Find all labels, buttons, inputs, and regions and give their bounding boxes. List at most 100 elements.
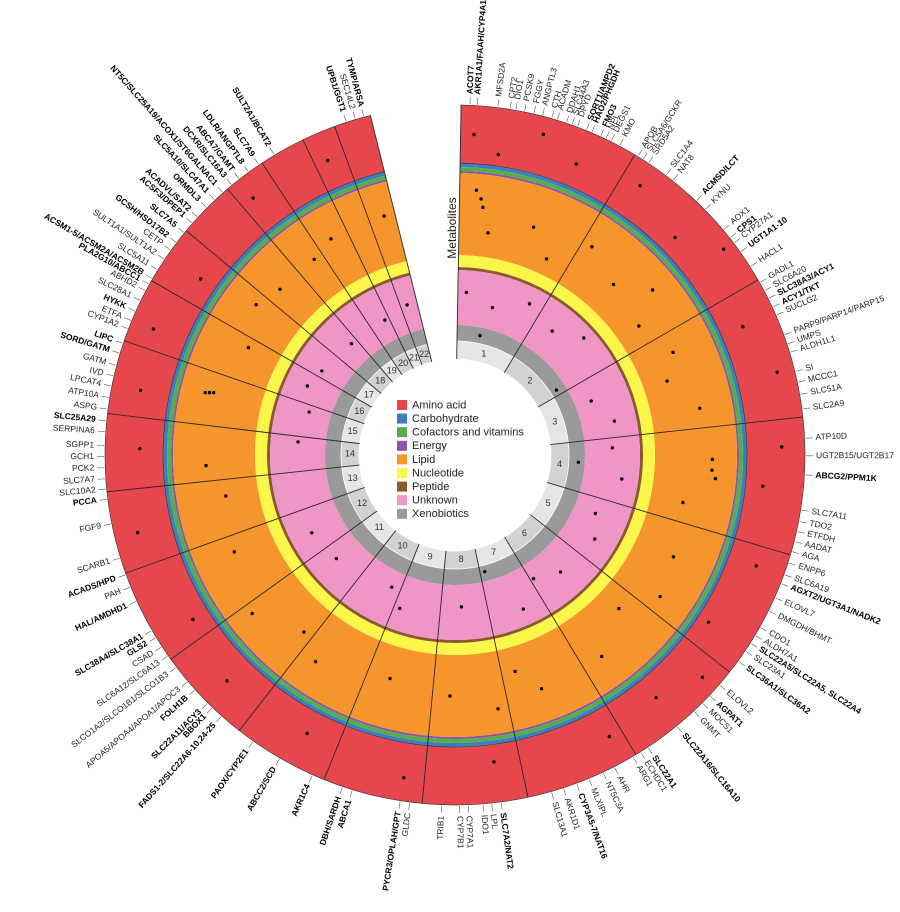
data-point [611, 446, 614, 449]
data-point [491, 306, 494, 309]
gene-label: SERPINA6 [53, 423, 96, 436]
data-point [559, 570, 562, 573]
leader-line [227, 179, 231, 184]
leader-line [791, 350, 798, 352]
leader-line [146, 275, 152, 279]
leader-line [734, 238, 740, 242]
leader-line [782, 584, 789, 587]
leader-line [344, 115, 346, 122]
data-point [405, 303, 408, 306]
data-point [208, 391, 211, 394]
data-point [665, 379, 668, 382]
chromosome-label: 13 [348, 473, 358, 483]
gene-label: PCCA [72, 495, 97, 508]
gene-label: FGF9 [79, 520, 103, 534]
ring-segment [270, 433, 326, 474]
leader-line [577, 784, 579, 791]
leader-line [100, 408, 107, 409]
chromosome-label: 14 [345, 449, 355, 459]
gene-label: AKR1C4 [289, 782, 312, 817]
legend-swatch [397, 468, 407, 478]
leader-line [186, 218, 191, 223]
leader-line [123, 587, 129, 590]
leader-line [543, 108, 545, 115]
leader-line [104, 384, 111, 385]
leader-line [666, 169, 670, 175]
leader-line [769, 295, 775, 298]
leader-line [648, 748, 652, 754]
legend-swatch [397, 454, 407, 464]
data-point [711, 458, 714, 461]
data-point [741, 325, 744, 328]
leader-line [673, 175, 677, 180]
leader-line [751, 643, 757, 647]
leader-line [244, 166, 248, 172]
leader-line [792, 552, 799, 554]
leader-line [641, 753, 645, 759]
gene-label: ABCC2/SCD [245, 765, 278, 813]
leader-line [162, 656, 168, 660]
data-point [620, 477, 623, 480]
data-point [761, 484, 764, 487]
data-point [542, 133, 545, 136]
data-point [320, 369, 323, 372]
leader-line [552, 111, 554, 118]
leader-line [785, 332, 792, 334]
data-point [326, 159, 329, 162]
data-point [671, 351, 674, 354]
leader-line [99, 489, 106, 490]
leader-line [254, 158, 258, 164]
leader-line [697, 195, 702, 200]
ring-segment [173, 422, 256, 485]
axis-title: Metabolites [445, 197, 459, 258]
leader-line [362, 109, 364, 116]
data-point [307, 410, 310, 413]
ring-segment [255, 431, 268, 476]
leader-line [182, 682, 187, 687]
data-point [383, 318, 386, 321]
data-point [225, 679, 228, 682]
ring-segment [105, 414, 165, 492]
data-point [251, 196, 254, 199]
chromosome-label: 6 [522, 528, 527, 538]
chromosome-label: 21 [409, 353, 419, 363]
data-point [382, 214, 385, 217]
data-point [139, 389, 142, 392]
data-point [497, 153, 500, 156]
leader-line [102, 396, 109, 397]
leader-line [189, 690, 194, 695]
data-point [658, 595, 661, 598]
leader-line [773, 304, 779, 307]
data-point [465, 291, 468, 294]
leader-line [567, 116, 569, 123]
leader-line [104, 524, 111, 525]
data-point [475, 189, 478, 192]
data-point [388, 677, 391, 680]
data-point [254, 303, 257, 306]
leader-line [751, 262, 757, 266]
legend-label: Cofactors and vitamins [412, 427, 524, 439]
legend-swatch [397, 414, 407, 424]
data-point [545, 257, 548, 260]
gene-label: SCARB1 [76, 556, 112, 576]
data-point [496, 707, 499, 710]
chromosome-label: 7 [491, 547, 496, 557]
data-point [532, 225, 535, 228]
leader-line [761, 628, 767, 631]
gene-label: UGT2B15/UGT2B17 [816, 450, 894, 460]
leader-line [741, 247, 747, 251]
data-point [651, 288, 654, 291]
data-point [593, 537, 596, 540]
leader-line [113, 558, 120, 560]
data-point [540, 687, 543, 690]
chromosome-label: 9 [428, 551, 433, 561]
leader-line [525, 104, 526, 111]
leader-line [216, 717, 221, 722]
ring-segment [443, 566, 482, 585]
chromosome-label: 15 [348, 426, 358, 436]
leader-line [119, 575, 126, 577]
leader-line [777, 312, 783, 315]
chromosome-label: 16 [354, 406, 364, 416]
data-point [398, 607, 401, 610]
leader-line [158, 255, 164, 259]
